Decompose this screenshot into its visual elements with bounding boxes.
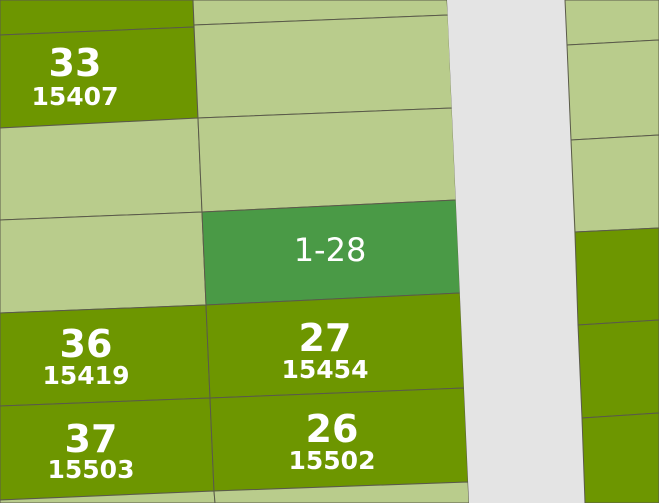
parcels-right [564, 0, 659, 503]
parcel-id: 15503 [48, 455, 135, 484]
parcel[interactable] [213, 481, 470, 503]
parcel[interactable] [577, 319, 659, 419]
highlighted-label: 1-28 [294, 231, 367, 269]
parcel[interactable] [0, 117, 203, 221]
labels: 33 15407 36 15419 27 15454 37 15503 26 1… [32, 41, 376, 484]
parcel-id: 15502 [289, 446, 376, 475]
parcel[interactable] [0, 211, 207, 314]
parcel-number: 36 [60, 322, 113, 366]
parcel[interactable] [566, 39, 659, 141]
parcel-number: 27 [299, 316, 352, 360]
parcel[interactable] [570, 134, 659, 233]
parcel[interactable] [0, 490, 216, 503]
parcel[interactable] [574, 227, 659, 326]
parcel[interactable] [581, 412, 659, 503]
parcels-left [0, 0, 216, 503]
road [447, 0, 585, 503]
parcel-number: 33 [49, 41, 102, 85]
parcel-id: 15454 [282, 355, 369, 384]
parcels-middle [192, 0, 470, 503]
parcel-number: 26 [306, 407, 359, 451]
parcel-number: 37 [65, 417, 118, 461]
parcel[interactable] [197, 107, 457, 213]
parcel-id: 15407 [32, 82, 119, 111]
parcel[interactable] [193, 14, 453, 119]
parcel-id: 15419 [43, 361, 130, 390]
parcel[interactable] [564, 0, 659, 46]
